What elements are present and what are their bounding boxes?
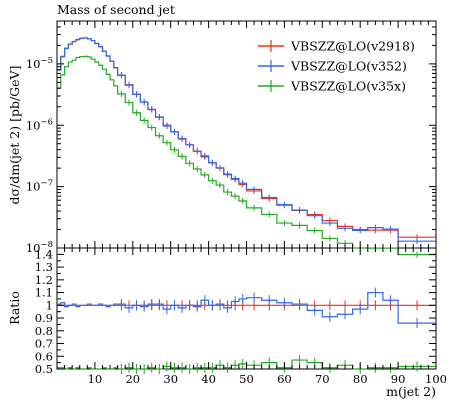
series-3-histogram <box>57 55 436 256</box>
x-axis-label: m(jet 2) <box>386 384 436 399</box>
ratio-y-tick-label: 1.4 <box>35 247 53 261</box>
legend-entry-1-label: VBSZZ@LO(v2918) <box>290 39 415 54</box>
main-panel-frame <box>56 20 437 249</box>
y-tick-label: 10−6 <box>26 117 53 132</box>
legend-entry-2-label: VBSZZ@LO(v352) <box>290 59 407 74</box>
chart-title: Mass of second jet <box>57 2 175 17</box>
x-tick-label: 10 <box>88 372 103 386</box>
y-axis-label: dσ/dm(jet 2) [pb/GeV] <box>7 66 22 205</box>
legend: VBSZZ@LO(v2918) VBSZZ@LO(v352) VBSZZ@LO(v3… <box>258 39 415 94</box>
axis-ticks: 10 20 30 40 50 60 70 80 90 100 10−8 10−7 10−6 10−5 0.5… <box>26 20 447 386</box>
x-tick-label: 40 <box>201 372 216 386</box>
x-tick-label: 60 <box>277 372 292 386</box>
ratio-axis-label: Ratio <box>7 291 22 325</box>
x-tick-label: 80 <box>353 372 368 386</box>
ratio-plot-area <box>57 287 436 374</box>
x-tick-label: 90 <box>391 372 406 386</box>
x-tick-label: 70 <box>315 372 330 386</box>
ratio-y-tick-label: 0.6 <box>35 349 53 363</box>
ratio-y-tick-label: 0.5 <box>35 362 53 376</box>
x-tick-label: 20 <box>125 372 140 386</box>
y-tick-label: 10−5 <box>26 56 53 71</box>
x-tick-label: 30 <box>163 372 178 386</box>
x-tick-label: 50 <box>239 372 254 386</box>
y-tick-label: 10−8 <box>26 240 53 255</box>
ratio-y-tick-label: 1.1 <box>35 286 53 300</box>
ratio-y-tick-label: 0.8 <box>35 324 53 338</box>
legend-entry-3-label: VBSZZ@LO(v35x) <box>290 79 406 94</box>
ratio-y-tick-label: 1.2 <box>35 273 53 287</box>
x-tick-label: 100 <box>425 372 447 386</box>
ratio-y-tick-label: 1.3 <box>35 260 53 274</box>
ratio-panel-frame <box>56 247 437 370</box>
series-2-ratio-line <box>57 291 436 324</box>
ratio-y-tick-label: 0.9 <box>35 311 53 325</box>
y-tick-label: 10−7 <box>26 179 53 194</box>
ratio-y-tick-label: 1 <box>46 298 53 312</box>
main-plot-area <box>57 37 436 258</box>
ratio-y-tick-label: 0.7 <box>35 337 53 351</box>
